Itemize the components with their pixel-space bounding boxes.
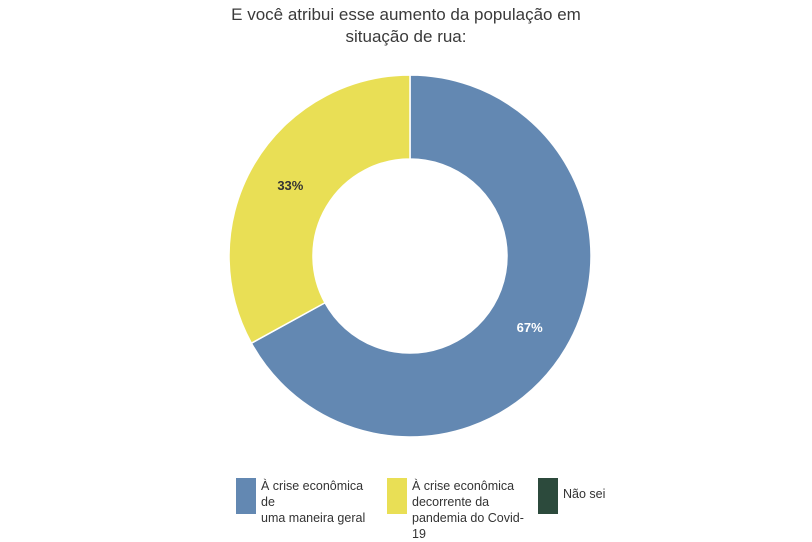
legend-item-crise-covid: À crise econômica decorrente da pandemia…	[387, 478, 530, 542]
legend-item-nao-sei: Não sei	[538, 478, 643, 514]
legend-swatch-crise-covid	[387, 478, 407, 514]
legend-label-crise-covid: À crise econômica decorrente da pandemia…	[412, 479, 524, 541]
donut-label-crise-geral: 67%	[517, 320, 543, 335]
donut-label-crise-covid: 33%	[277, 178, 303, 193]
chart-legend: À crise econômica de uma maneira geral À…	[236, 478, 651, 542]
legend-swatch-nao-sei	[538, 478, 558, 514]
donut-slice-crise-covid	[228, 74, 411, 345]
chart-title: E você atribui esse aumento da população…	[0, 4, 812, 48]
legend-label-crise-geral: À crise econômica de uma maneira geral	[261, 479, 366, 525]
legend-swatch-crise-geral	[236, 478, 256, 514]
chart-title-line-2: situação de rua:	[345, 27, 467, 46]
legend-item-crise-geral: À crise econômica de uma maneira geral	[236, 478, 379, 526]
chart-title-line-1: E você atribui esse aumento da população…	[231, 5, 581, 24]
donut-slice-crise-geral	[250, 74, 592, 438]
legend-label-nao-sei: Não sei	[563, 487, 606, 501]
